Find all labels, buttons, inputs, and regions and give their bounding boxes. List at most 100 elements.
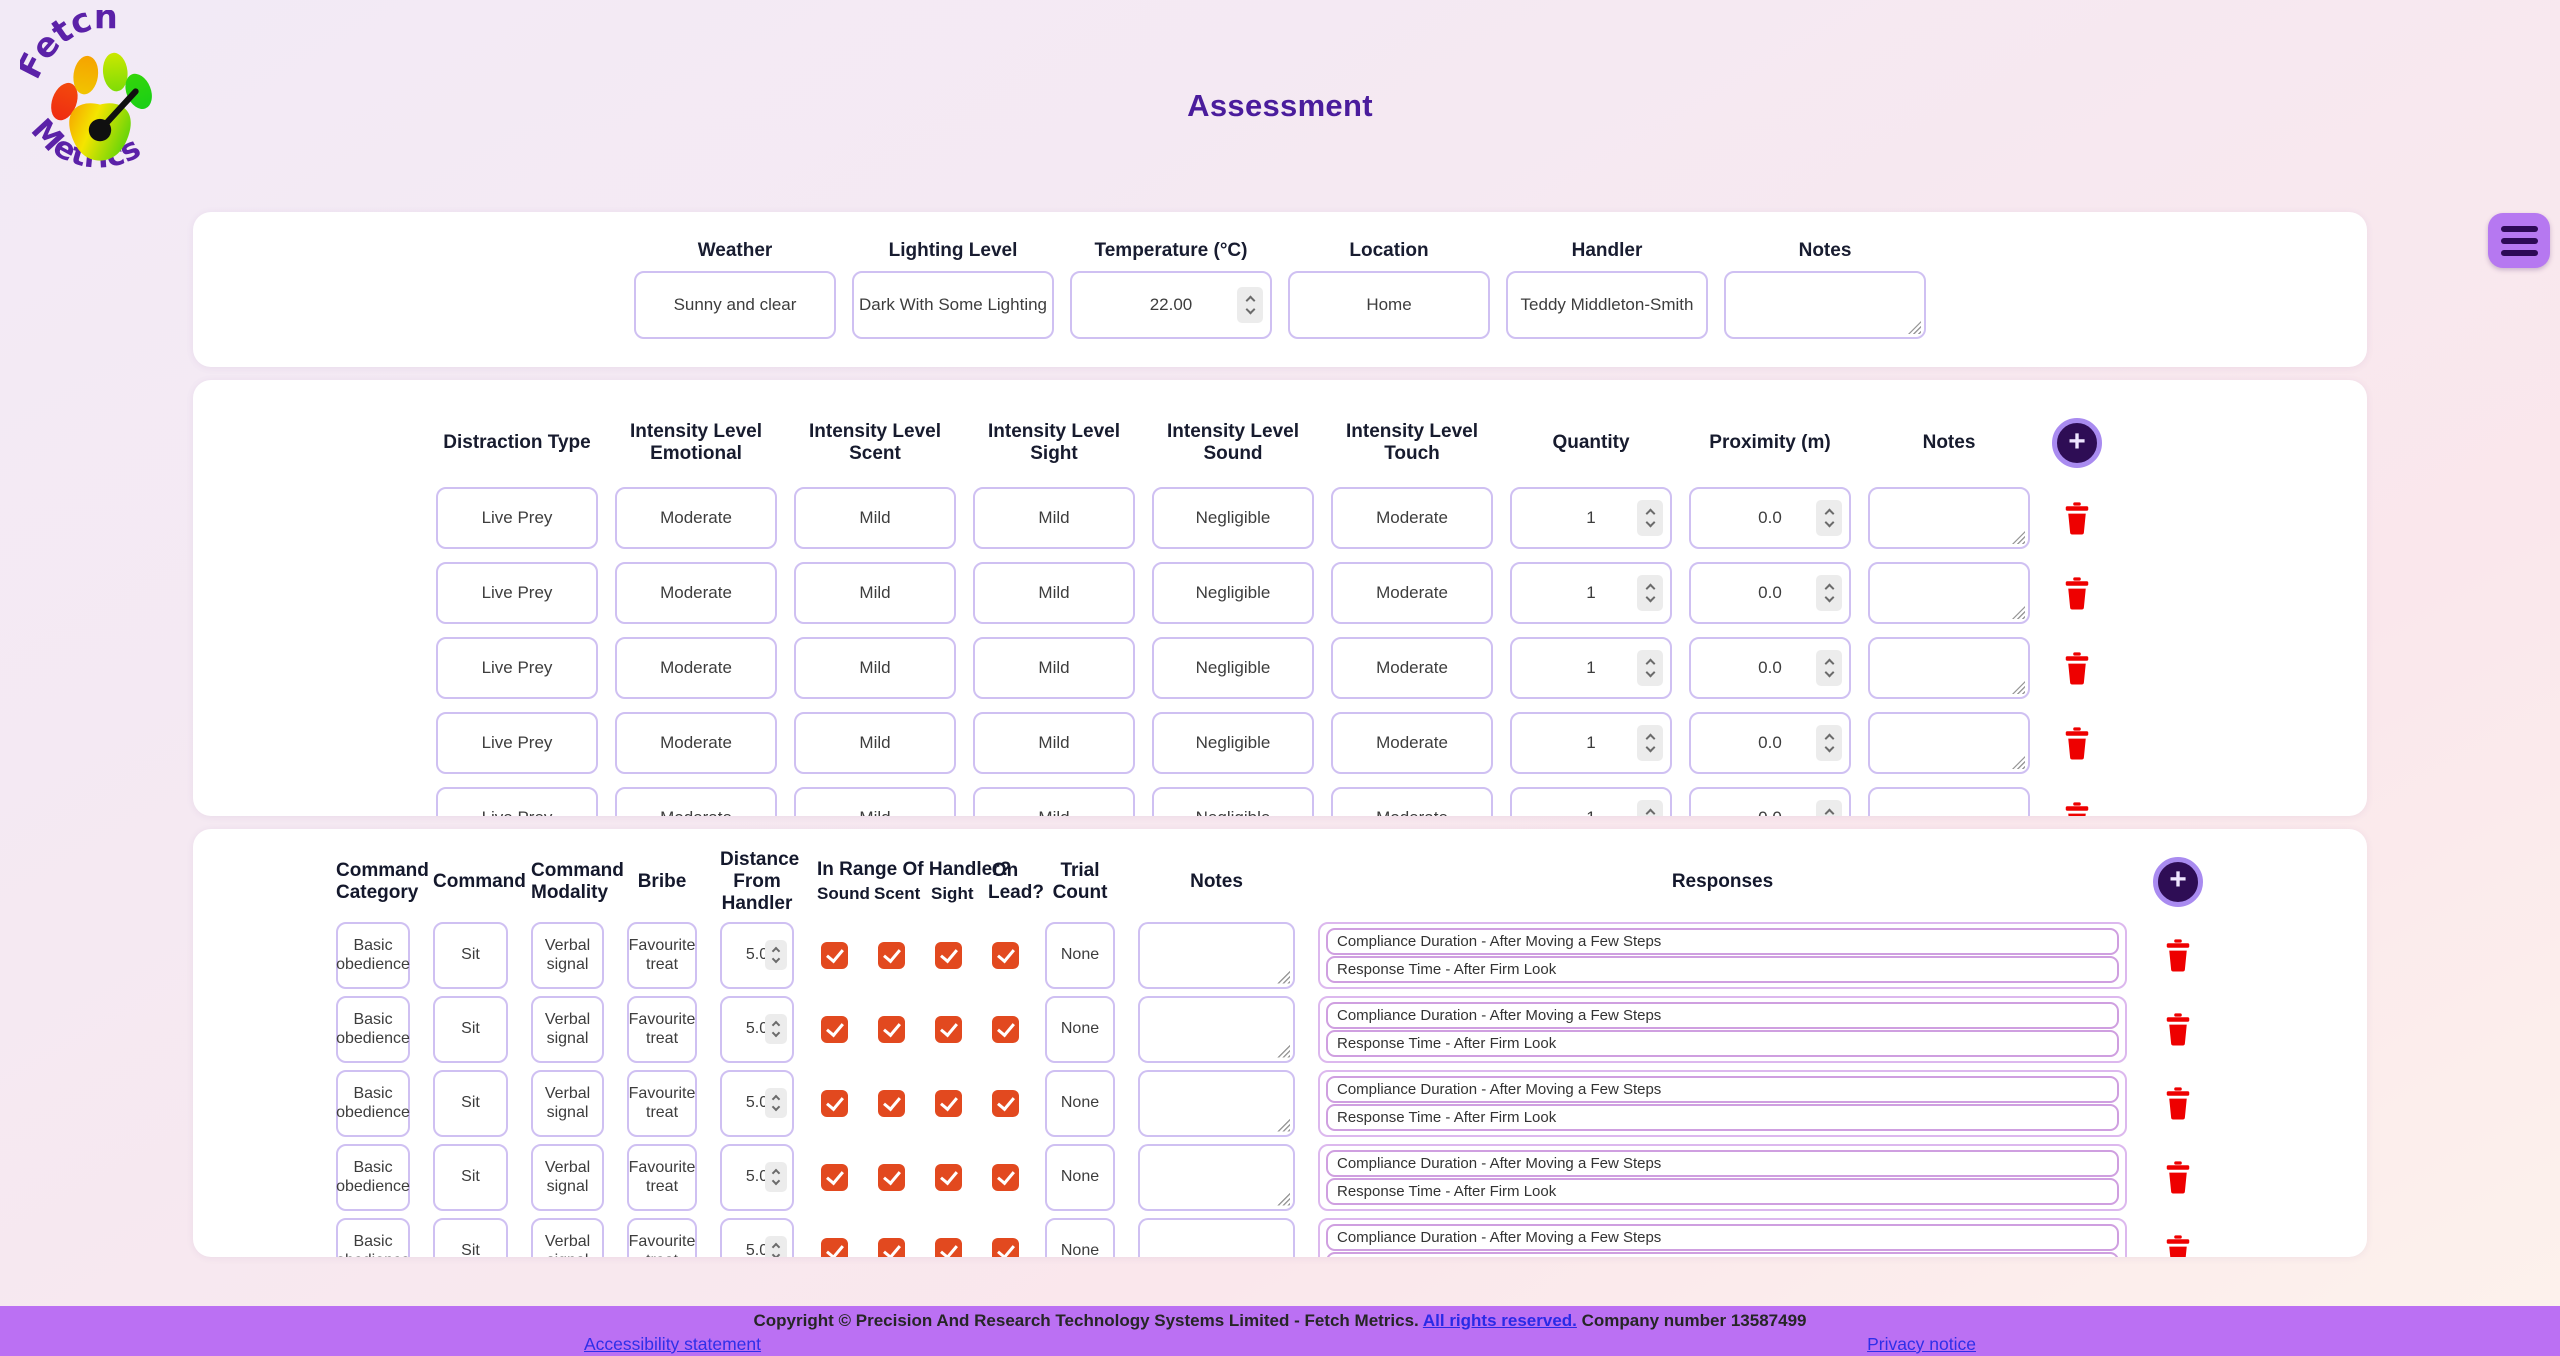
sound-checkbox[interactable] <box>820 1089 848 1117</box>
intensity-sight-input[interactable]: Mild <box>973 712 1135 774</box>
distance-spinner[interactable] <box>765 1014 787 1045</box>
intensity-scent-input[interactable]: Mild <box>794 487 956 549</box>
hamburger-menu-button[interactable] <box>2488 213 2550 268</box>
location-input[interactable]: Home <box>1288 271 1490 339</box>
distance-input[interactable]: 5.0 <box>720 1217 794 1257</box>
command-category-input[interactable]: Basic obedience <box>336 1143 410 1211</box>
response-input[interactable]: Compliance Duration - After Moving a Few… <box>1326 1223 2119 1251</box>
intensity-emotional-input[interactable]: Moderate <box>615 787 777 816</box>
distraction-type-input[interactable]: Live Prey <box>436 787 598 816</box>
intensity-scent-input[interactable]: Mild <box>794 787 956 816</box>
command-input[interactable]: Sit <box>433 1143 508 1211</box>
command-input[interactable]: Sit <box>433 995 508 1063</box>
distraction-notes-textarea[interactable] <box>1868 637 2030 699</box>
delete-command-button[interactable] <box>2163 1159 2193 1195</box>
intensity-sound-input[interactable]: Negligible <box>1152 487 1314 549</box>
distance-input[interactable]: 5.0 <box>720 1143 794 1211</box>
lighting-input[interactable]: Dark With Some Lighting <box>852 271 1054 339</box>
distraction-type-input[interactable]: Live Prey <box>436 712 598 774</box>
command-notes-textarea[interactable] <box>1138 1143 1295 1211</box>
response-input[interactable]: Response Time - After Firm Look <box>1326 1103 2119 1131</box>
add-command-button[interactable]: + <box>2153 856 2203 907</box>
distraction-notes-textarea[interactable] <box>1868 712 2030 774</box>
delete-distraction-button[interactable] <box>2062 500 2092 536</box>
proximity-input[interactable]: 0.0 <box>1689 637 1851 699</box>
command-category-input[interactable]: Basic obedience <box>336 1069 410 1137</box>
intensity-sound-input[interactable]: Negligible <box>1152 787 1314 816</box>
command-category-input[interactable]: Basic obedience <box>336 921 410 989</box>
proximity-input[interactable]: 0.0 <box>1689 787 1851 816</box>
weather-input[interactable]: Sunny and clear <box>634 271 836 339</box>
quantity-input[interactable]: 1 <box>1510 637 1672 699</box>
temperature-spinner[interactable] <box>1237 287 1263 323</box>
sound-checkbox[interactable] <box>820 1237 848 1257</box>
delete-distraction-button[interactable] <box>2062 650 2092 686</box>
command-category-input[interactable]: Basic obedience <box>336 995 410 1063</box>
all-rights-reserved-link[interactable]: All rights reserved. <box>1422 1311 1577 1330</box>
distance-input[interactable]: 5.0 <box>720 995 794 1063</box>
temperature-input[interactable]: 22.00 <box>1070 271 1272 339</box>
bribe-input[interactable]: Favourite treat <box>627 1217 697 1257</box>
accessibility-statement-link[interactable]: Accessibility statement <box>584 1334 762 1354</box>
response-input[interactable]: Response Time - After Firm Look <box>1326 1251 2119 1257</box>
distraction-type-input[interactable]: Live Prey <box>436 637 598 699</box>
command-notes-textarea[interactable] <box>1138 1069 1295 1137</box>
proximity-input[interactable]: 0.0 <box>1689 712 1851 774</box>
proximity-spinner[interactable] <box>1816 650 1842 686</box>
distraction-notes-textarea[interactable] <box>1868 487 2030 549</box>
bribe-input[interactable]: Favourite treat <box>627 1143 697 1211</box>
distance-spinner[interactable] <box>765 1162 787 1193</box>
trial-count-input[interactable]: None <box>1045 921 1115 989</box>
intensity-emotional-input[interactable]: Moderate <box>615 562 777 624</box>
quantity-spinner[interactable] <box>1637 575 1663 611</box>
session-notes-textarea[interactable] <box>1724 271 1926 339</box>
trial-count-input[interactable]: None <box>1045 995 1115 1063</box>
intensity-sight-input[interactable]: Mild <box>973 562 1135 624</box>
intensity-touch-input[interactable]: Moderate <box>1331 787 1493 816</box>
bribe-input[interactable]: Favourite treat <box>627 1069 697 1137</box>
distance-spinner[interactable] <box>765 940 787 971</box>
scent-checkbox[interactable] <box>877 1015 905 1043</box>
intensity-scent-input[interactable]: Mild <box>794 712 956 774</box>
command-category-input[interactable]: Basic obedience <box>336 1217 410 1257</box>
distraction-type-input[interactable]: Live Prey <box>436 487 598 549</box>
command-modality-input[interactable]: Verbal signal <box>531 921 604 989</box>
response-input[interactable]: Compliance Duration - After Moving a Few… <box>1326 1001 2119 1029</box>
intensity-touch-input[interactable]: Moderate <box>1331 487 1493 549</box>
scent-checkbox[interactable] <box>877 941 905 969</box>
quantity-spinner[interactable] <box>1637 725 1663 761</box>
command-modality-input[interactable]: Verbal signal <box>531 1217 604 1257</box>
command-input[interactable]: Sit <box>433 1217 508 1257</box>
sound-checkbox[interactable] <box>820 1015 848 1043</box>
intensity-emotional-input[interactable]: Moderate <box>615 487 777 549</box>
delete-command-button[interactable] <box>2163 937 2193 973</box>
privacy-notice-link[interactable]: Privacy notice <box>1867 1334 1976 1354</box>
quantity-input[interactable]: 1 <box>1510 487 1672 549</box>
intensity-sound-input[interactable]: Negligible <box>1152 712 1314 774</box>
scent-checkbox[interactable] <box>877 1163 905 1191</box>
response-input[interactable]: Response Time - After Firm Look <box>1326 1029 2119 1057</box>
intensity-touch-input[interactable]: Moderate <box>1331 637 1493 699</box>
add-distraction-button[interactable]: + <box>2052 418 2102 468</box>
quantity-spinner[interactable] <box>1637 650 1663 686</box>
scent-checkbox[interactable] <box>877 1237 905 1257</box>
intensity-sight-input[interactable]: Mild <box>973 487 1135 549</box>
response-input[interactable]: Compliance Duration - After Moving a Few… <box>1326 1075 2119 1103</box>
command-notes-textarea[interactable] <box>1138 1217 1295 1257</box>
quantity-input[interactable]: 1 <box>1510 562 1672 624</box>
intensity-touch-input[interactable]: Moderate <box>1331 712 1493 774</box>
quantity-spinner[interactable] <box>1637 800 1663 816</box>
delete-command-button[interactable] <box>2163 1011 2193 1047</box>
proximity-spinner[interactable] <box>1816 575 1842 611</box>
bribe-input[interactable]: Favourite treat <box>627 995 697 1063</box>
sound-checkbox[interactable] <box>820 1163 848 1191</box>
intensity-sight-input[interactable]: Mild <box>973 637 1135 699</box>
command-input[interactable]: Sit <box>433 921 508 989</box>
distance-input[interactable]: 5.0 <box>720 921 794 989</box>
delete-command-button[interactable] <box>2163 1233 2193 1257</box>
sight-checkbox[interactable] <box>934 1237 962 1257</box>
distance-input[interactable]: 5.0 <box>720 1069 794 1137</box>
on-lead-checkbox[interactable] <box>991 1015 1019 1043</box>
delete-distraction-button[interactable] <box>2062 800 2092 816</box>
distraction-type-input[interactable]: Live Prey <box>436 562 598 624</box>
